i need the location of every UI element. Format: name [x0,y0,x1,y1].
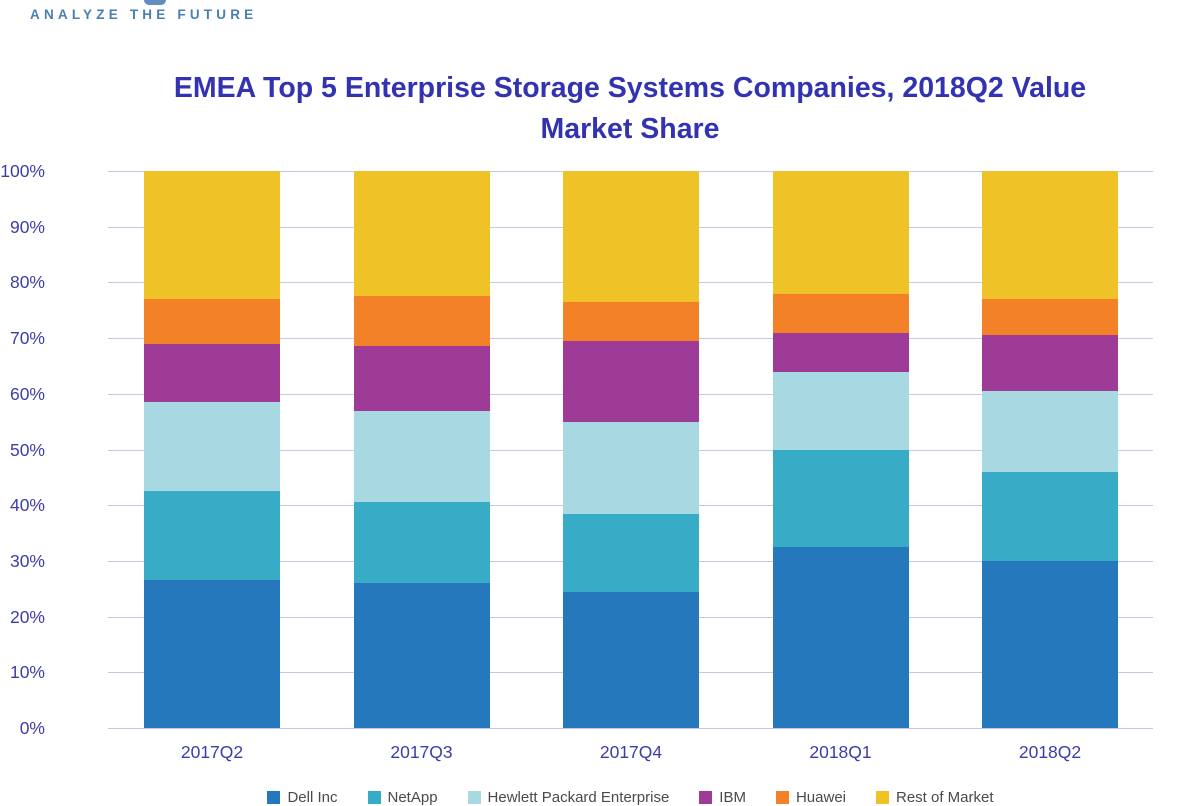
bar-segment-huawei-2017Q2 [144,299,280,344]
bar-column-2017Q4 [563,171,699,728]
bar-segment-huawei-2017Q3 [353,296,490,347]
bar-column-2018Q1 [772,171,909,728]
x-axis-label-2018Q2: 2018Q2 [1018,742,1082,762]
bar-segment-hewlett-packard-enterprise-2017Q3 [353,410,490,503]
bar-segment-netapp-2017Q3 [353,502,490,584]
y-tick-label-80: 80% [9,272,45,293]
bar-segment-dell-inc-2017Q2 [144,580,280,728]
chart-title: EMEA Top 5 Enterprise Storage Systems Co… [100,68,1160,150]
y-tick-label-60: 60% [9,383,45,404]
gridline-0 [108,728,1153,729]
legend-color-chip-icon [699,791,713,804]
y-tick-label-70: 70% [9,328,45,349]
y-tick-label-50: 50% [9,439,45,460]
legend-color-chip-icon [775,791,789,804]
bar-column-2017Q3 [353,171,490,728]
bar-segment-huawei-2018Q2 [982,299,1118,336]
bar-segment-dell-inc-2018Q1 [772,546,909,728]
bar-segment-hewlett-packard-enterprise-2018Q2 [982,391,1118,472]
bar-segment-netapp-2017Q2 [144,491,280,581]
bar-segment-huawei-2017Q4 [563,301,699,341]
bar-segment-rest-of-market-2018Q1 [772,171,909,294]
legend-color-chip-icon [367,791,381,804]
y-tick-label-10: 10% [9,662,45,683]
bar-segment-netapp-2017Q4 [563,513,699,592]
bar-segment-ibm-2017Q3 [353,346,490,411]
legend-item-huawei: Huawei [775,789,846,806]
bar-segment-netapp-2018Q2 [982,471,1118,561]
brand-tagline: ANALYZE THE FUTURE [30,7,258,22]
legend-label: Dell Inc [287,789,338,806]
y-tick-label-100: 100% [0,161,45,181]
y-tick-label-20: 20% [9,606,45,627]
bar-segment-hewlett-packard-enterprise-2018Q1 [772,371,909,450]
bar-segment-huawei-2018Q1 [772,293,909,333]
legend-item-ibm: IBM [699,789,746,806]
legend-item-dell-inc: Dell Inc [267,789,338,806]
bar-segment-ibm-2017Q2 [144,343,280,403]
x-axis-label-2018Q1: 2018Q1 [809,742,872,762]
bar-segment-rest-of-market-2017Q3 [353,171,490,297]
bar-segment-dell-inc-2017Q4 [563,591,699,728]
y-tick-label-30: 30% [9,550,45,571]
bar-segment-rest-of-market-2017Q4 [563,171,699,302]
legend-item-hewlett-packard-enterprise: Hewlett Packard Enterprise [467,789,670,806]
bar-column-2017Q2 [144,171,280,728]
legend-label: Huawei [795,789,846,806]
legend-label: Rest of Market [896,789,994,806]
y-tick-label-90: 90% [9,216,45,237]
plot-area: 0% 10% 20% 30% 40% 50% 60% 70% 80% 90% 100% [0,162,1153,737]
bar-segment-dell-inc-2017Q3 [353,583,490,728]
legend-label: Hewlett Packard Enterprise [487,789,670,806]
bar-segment-ibm-2018Q2 [982,335,1118,392]
bar-segment-netapp-2018Q1 [772,449,909,547]
bar-segment-hewlett-packard-enterprise-2017Q4 [563,421,699,514]
bar-segment-hewlett-packard-enterprise-2017Q2 [144,402,280,492]
chart-legend: Dell Inc NetApp Hewlett Packard Enterprise… [108,789,1153,806]
x-axis-label-2017Q3: 2017Q3 [390,742,453,762]
x-axis-label-2017Q2: 2017Q2 [180,742,244,762]
legend-color-chip-icon [267,791,281,804]
x-axis-label-2017Q4: 2017Q4 [599,742,663,762]
legend-label: IBM [719,789,746,806]
legend-color-chip-icon [467,791,481,804]
bar-column-2018Q2 [982,171,1118,728]
legend-item-rest-of-market: Rest of Market [876,789,994,806]
bar-segment-ibm-2017Q4 [563,340,699,422]
chart-title-text: EMEA Top 5 Enterprise Storage Systems Co… [173,72,1087,145]
bar-segment-dell-inc-2018Q2 [982,560,1118,728]
y-tick-label-0: 0% [19,718,45,738]
y-tick-label-40: 40% [9,495,45,516]
legend-color-chip-icon [876,791,889,804]
legend-label: NetApp [387,789,438,806]
bar-segment-rest-of-market-2017Q2 [144,171,280,300]
bar-segment-rest-of-market-2018Q2 [982,171,1118,300]
idc-logo-remnant-icon [144,0,166,5]
legend-item-netapp: NetApp [367,789,438,806]
bar-segment-ibm-2018Q1 [772,332,909,372]
